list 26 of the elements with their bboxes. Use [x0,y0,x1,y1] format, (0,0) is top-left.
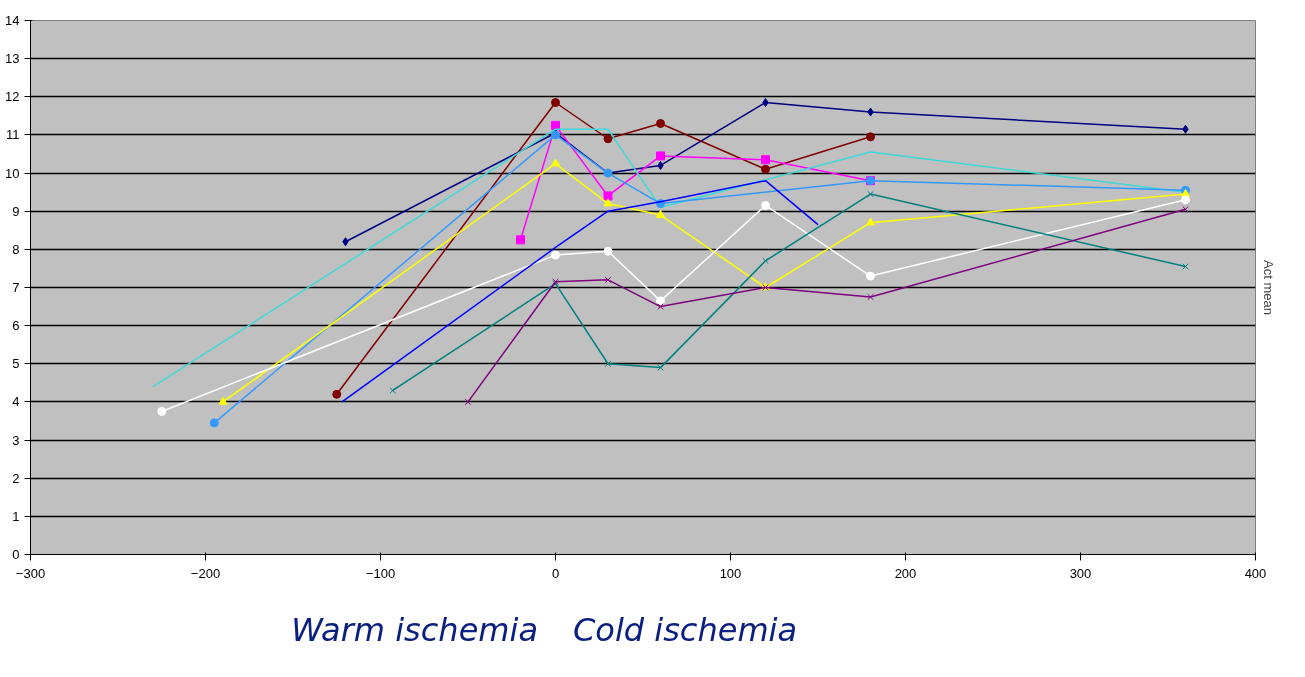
x-tick-label: 200 [894,565,917,581]
y-tick-label: 3 [12,432,20,448]
x-tick-label: 0 [551,565,560,581]
y-tick-label: 9 [12,203,20,219]
y-tick-label: 7 [12,280,20,295]
y-tick-label: 2 [12,470,20,486]
y-axis-title: Act mean [1260,260,1276,315]
y-tick-label: 6 [12,318,20,334]
x-tick-label: −100 [365,565,396,581]
y-tick-label: 12 [5,89,20,105]
y-tick-label: 4 [12,394,20,410]
y-tick-label: 10 [5,165,20,181]
y-tick-label: 14 [5,13,20,28]
x-tick-label: 300 [1069,565,1092,581]
y-tick-label: 0 [12,547,20,562]
x-tick-label: −300 [15,565,46,581]
text: Warm ischemia [291,611,538,649]
y-tick-label: 8 [12,241,20,257]
y-tick-label: 1 [12,508,20,524]
x-tick-label: −200 [190,565,221,581]
y-tick-label: 5 [12,356,20,372]
text: Cold ischemia [573,611,798,649]
y-tick-label: 13 [5,51,20,67]
y-tick-label: 11 [6,127,20,143]
x-tick-label: 400 [1244,565,1267,581]
x-tick-label: 100 [719,565,742,581]
